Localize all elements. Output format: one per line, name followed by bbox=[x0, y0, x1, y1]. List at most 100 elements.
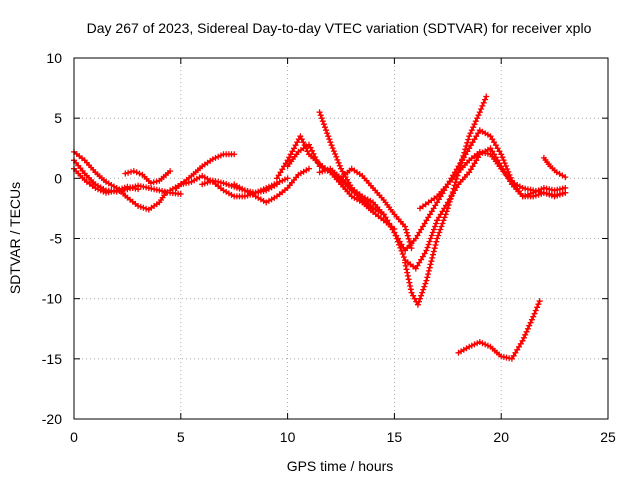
data-point-markers bbox=[139, 171, 152, 184]
plot-frame bbox=[73, 57, 609, 420]
data-series bbox=[71, 93, 569, 362]
data-point-markers bbox=[124, 194, 139, 207]
data-point-marker bbox=[273, 181, 280, 188]
data-point-markers bbox=[414, 280, 429, 308]
data-point-markers bbox=[92, 185, 107, 195]
data-point-markers bbox=[402, 259, 414, 293]
data-point-markers bbox=[444, 171, 460, 188]
chart-title: Day 267 of 2023, Sidereal Day-to-day VTE… bbox=[87, 20, 592, 36]
x-axis-label: GPS time / hours bbox=[287, 458, 394, 474]
data-point-markers bbox=[156, 170, 171, 184]
data-point-markers bbox=[199, 178, 214, 188]
data-point-markers bbox=[508, 340, 524, 362]
data-point-markers bbox=[466, 154, 482, 176]
data-point-markers bbox=[167, 182, 182, 194]
data-point-markers bbox=[498, 163, 514, 185]
data-point-markers bbox=[77, 172, 88, 183]
data-point-markers bbox=[327, 139, 343, 169]
data-point-markers bbox=[92, 169, 107, 183]
data-point-markers bbox=[417, 195, 438, 212]
series-track-s bbox=[540, 154, 569, 181]
data-point-markers bbox=[380, 197, 396, 215]
data-point-markers bbox=[455, 159, 470, 176]
data-point-markers bbox=[519, 316, 535, 344]
y-tick-label: 10 bbox=[46, 50, 62, 66]
data-point-markers bbox=[444, 184, 460, 206]
data-point-markers bbox=[530, 301, 542, 320]
data-point-markers bbox=[423, 238, 440, 284]
series-track-r bbox=[455, 298, 543, 362]
x-tick-label: 15 bbox=[387, 429, 403, 445]
data-point-markers bbox=[327, 165, 342, 180]
data-point-markers bbox=[147, 178, 160, 187]
data-point-marker bbox=[562, 174, 569, 181]
data-point-markers bbox=[434, 202, 449, 224]
data-point-markers bbox=[130, 168, 143, 177]
data-point-markers bbox=[412, 220, 428, 242]
data-point-markers bbox=[412, 250, 428, 272]
data-point-markers bbox=[83, 178, 96, 189]
data-point-markers bbox=[466, 130, 482, 152]
y-tick-label: -5 bbox=[50, 231, 63, 247]
data-point-markers bbox=[434, 208, 450, 242]
axis-ticks: 0 5 10 15 20 25 -20 -15 -10 -5 0 5 10 bbox=[42, 50, 616, 445]
data-point-markers bbox=[122, 168, 134, 177]
data-point-markers bbox=[487, 343, 503, 358]
data-point-markers bbox=[476, 127, 491, 138]
data-point-markers bbox=[348, 193, 363, 204]
data-point-markers bbox=[327, 169, 342, 185]
data-point-markers bbox=[81, 157, 97, 173]
data-point-markers bbox=[370, 209, 384, 222]
series-track-h bbox=[231, 165, 312, 206]
data-point-marker bbox=[284, 175, 291, 182]
y-tick-label: -20 bbox=[42, 411, 62, 427]
data-point-markers bbox=[466, 340, 481, 350]
data-point-marker bbox=[135, 186, 142, 193]
x-tick-label: 5 bbox=[177, 429, 185, 445]
data-point-markers bbox=[231, 181, 246, 192]
data-point-markers bbox=[188, 174, 203, 185]
data-point-markers bbox=[348, 187, 374, 210]
series-track-d bbox=[122, 168, 174, 187]
series-track-q bbox=[434, 145, 569, 224]
data-point-markers bbox=[338, 167, 353, 182]
series-track-c bbox=[71, 165, 142, 196]
data-point-marker bbox=[536, 298, 543, 305]
data-point-markers bbox=[540, 154, 552, 168]
data-point-markers bbox=[188, 165, 203, 179]
data-point-markers bbox=[455, 171, 470, 188]
data-point-markers bbox=[547, 163, 558, 174]
data-point-markers bbox=[487, 145, 503, 167]
series-track-o bbox=[402, 93, 490, 308]
data-point-markers bbox=[402, 237, 417, 254]
data-point-markers bbox=[434, 183, 449, 200]
data-point-markers bbox=[487, 133, 503, 155]
data-point-markers bbox=[284, 174, 300, 191]
data-point-markers bbox=[359, 172, 374, 189]
y-tick-label: -10 bbox=[42, 291, 62, 307]
data-point-markers bbox=[306, 141, 322, 167]
data-point-marker bbox=[305, 165, 312, 172]
data-point-markers bbox=[135, 203, 150, 212]
data-point-markers bbox=[370, 205, 384, 216]
data-point-markers bbox=[508, 181, 524, 197]
data-point-markers bbox=[145, 201, 160, 213]
data-point-markers bbox=[348, 165, 363, 178]
data-point-marker bbox=[167, 168, 174, 175]
data-point-markers bbox=[284, 151, 300, 170]
x-tick-label: 10 bbox=[280, 429, 296, 445]
data-point-markers bbox=[316, 109, 333, 143]
data-point-markers bbox=[370, 185, 385, 201]
data-point-markers bbox=[476, 96, 488, 116]
data-point-markers bbox=[284, 148, 296, 164]
data-point-markers bbox=[295, 143, 310, 155]
data-point-markers bbox=[220, 180, 235, 189]
x-tick-label: 25 bbox=[600, 429, 616, 445]
data-point-markers bbox=[241, 187, 256, 198]
y-tick-label: 5 bbox=[54, 110, 62, 126]
series-line bbox=[72, 150, 167, 211]
y-axis-label: SDTVAR / TECUs bbox=[7, 182, 23, 294]
data-point-markers bbox=[316, 166, 331, 176]
data-point-markers bbox=[113, 184, 128, 194]
